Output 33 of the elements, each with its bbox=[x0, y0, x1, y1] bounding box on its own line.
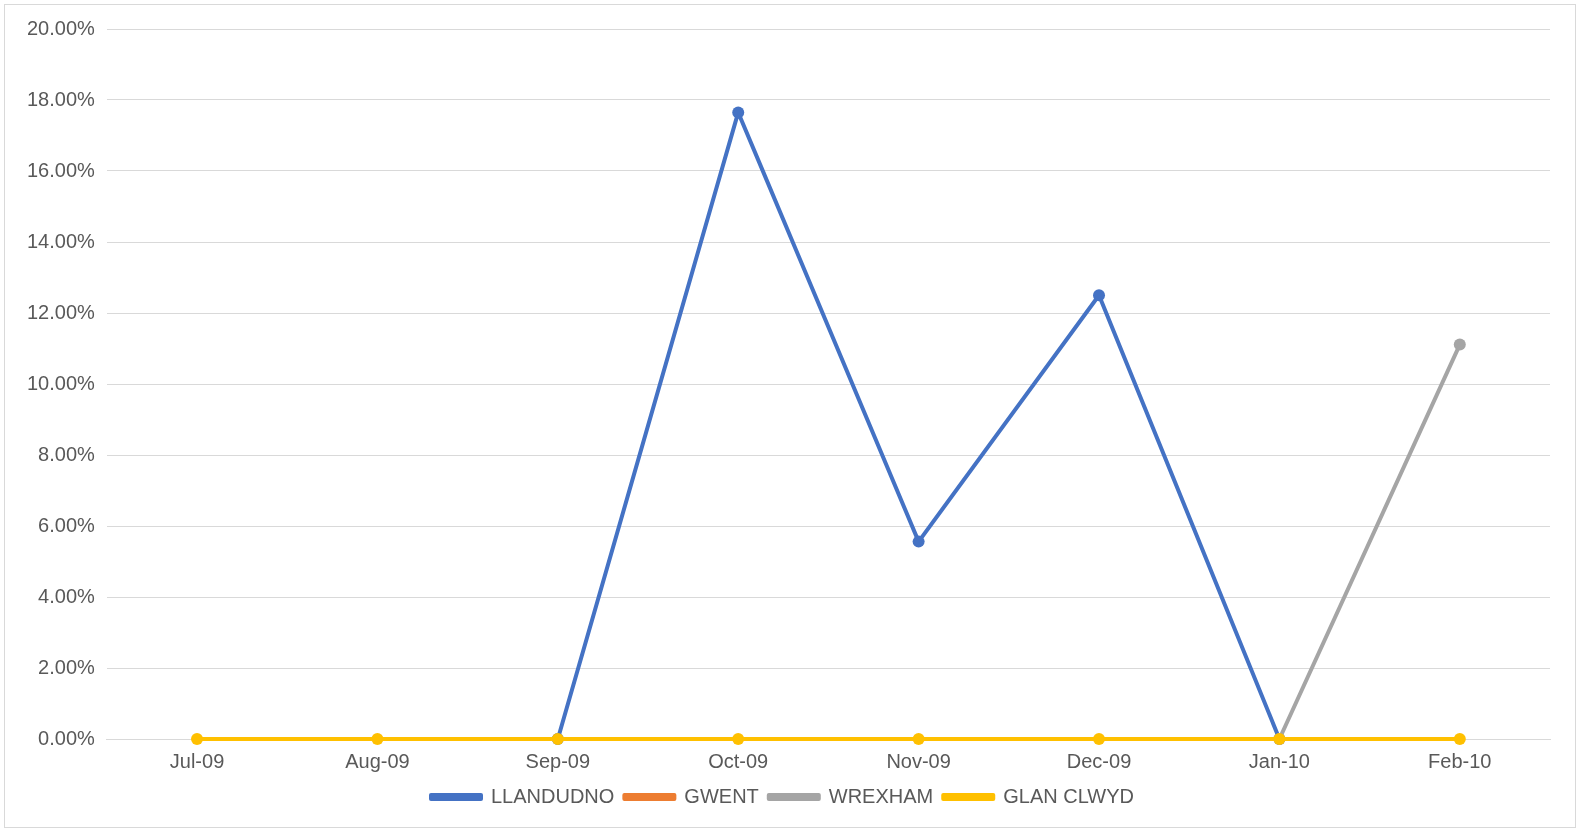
point bbox=[1093, 733, 1106, 745]
y-tick-label: 16.00% bbox=[26, 158, 96, 181]
x-tick-label: Jul-09 bbox=[169, 749, 225, 772]
y-tick-label: 2.00% bbox=[38, 655, 96, 678]
point bbox=[1453, 733, 1466, 745]
legend-label: GLAN CLWYD bbox=[1003, 784, 1134, 807]
x-tick-label: Aug-09 bbox=[345, 749, 410, 772]
point bbox=[371, 733, 384, 745]
point bbox=[1453, 338, 1466, 351]
y-tick-label: 20.00% bbox=[26, 16, 96, 39]
y-tick-label: 8.00% bbox=[38, 442, 96, 465]
y-tick-label: 14.00% bbox=[26, 229, 96, 252]
x-tick-label: Oct-09 bbox=[708, 749, 769, 772]
legend-label: GWENT bbox=[684, 784, 759, 807]
y-tick-label: 18.00% bbox=[26, 87, 96, 110]
x-tick-label: Dec-09 bbox=[1066, 749, 1132, 772]
x-tick-label: Jan-10 bbox=[1248, 749, 1310, 772]
point bbox=[1093, 289, 1106, 302]
y-tick-label: 12.00% bbox=[26, 300, 96, 323]
y-tick-label: 4.00% bbox=[38, 584, 96, 607]
x-tick-label: Nov-09 bbox=[886, 749, 951, 772]
legend-label: WREXHAM bbox=[828, 784, 934, 807]
point bbox=[912, 535, 925, 548]
legend-label: LLANDUDNO bbox=[491, 784, 615, 807]
point bbox=[912, 733, 925, 745]
y-tick-label: 0.00% bbox=[38, 726, 96, 749]
x-tick-label: Feb-10 bbox=[1428, 749, 1492, 772]
point bbox=[732, 106, 745, 119]
y-tick-label: 6.00% bbox=[38, 513, 96, 536]
point bbox=[191, 733, 204, 745]
point bbox=[732, 733, 745, 745]
y-tick-label: 10.00% bbox=[26, 371, 96, 394]
x-tick-label: Sep-09 bbox=[525, 749, 591, 772]
